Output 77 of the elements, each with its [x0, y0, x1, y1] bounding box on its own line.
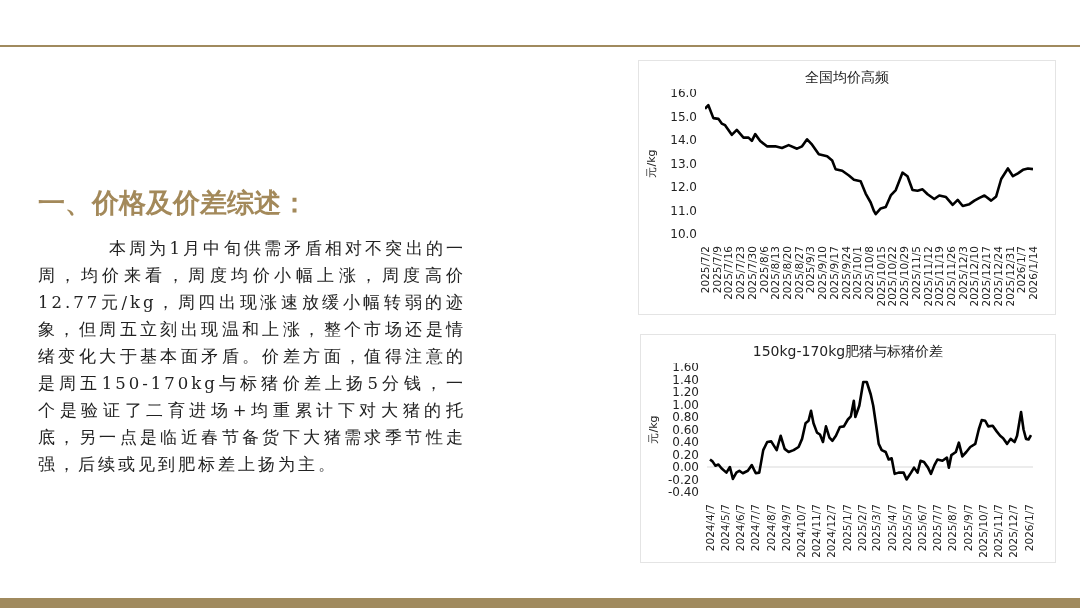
x-tick-label: 2025/4/7 [885, 504, 898, 552]
line-series [705, 103, 1033, 216]
x-tick-label: 2025/7/23 [734, 246, 747, 300]
x-tick-label: 2025/10/8 [863, 246, 875, 300]
y-tick-label: 1.20 [672, 385, 699, 400]
x-tick-label: 2024/12/7 [825, 504, 838, 558]
x-tick-label: 2025/7/30 [745, 246, 758, 300]
y-tick-label: 14.0 [670, 133, 697, 148]
y-tick-label: 11.0 [670, 203, 697, 218]
x-tick-label: 2025/7/16 [722, 245, 735, 300]
x-tick-label: 2025/10/1 [851, 246, 864, 300]
y-tick-label: 16.0 [670, 86, 697, 101]
x-tick-label: 2026/1/7 [1015, 246, 1028, 294]
x-tick-label: 2025/7/7 [930, 504, 943, 552]
x-tick-label: 2025/12/31 [1003, 246, 1016, 307]
y-tick-label: 0.00 [672, 460, 699, 475]
text: 本周为1月中旬供需矛盾相对不突出的一周，均价来看，周度均价小幅上涨，周度高价12.77元/kg，周四出现涨速放缓小幅转弱的迹象，但周五立刻出现温和上涨，整个市场还是情绪变化大于基本面矛盾。价差方面，值得注意的是周五150-170kg与标猪价差上扬5分钱，一个是验证了二育进场+均重累计下对大猪的托底，另一点是临近春节备货下大猪需求季节性走强，后续或见到肥标差上扬为主。 [38, 239, 466, 474]
y-tick-label: 1.00 [672, 397, 699, 412]
line-series [708, 380, 1033, 481]
y-tick-label: 0.60 [672, 422, 699, 437]
x-tick-label: 2025/7/9 [710, 246, 723, 294]
y-axis-title: 元/kg [644, 149, 658, 178]
y-tick-label: 10.0 [670, 227, 697, 242]
x-tick-label: 2025/3/7 [870, 504, 883, 552]
x-tick-label: 2025/12/3 [956, 246, 969, 300]
x-tick-label: 2025/11/12 [921, 246, 934, 307]
x-tick-label: 2025/9/7 [961, 504, 974, 552]
x-tick-label: 2025/12/24 [991, 245, 1004, 307]
y-tick-label: 0.80 [672, 410, 699, 425]
x-tick-label: 2025/11/19 [933, 246, 946, 307]
y-tick-label: 15.0 [670, 109, 697, 124]
x-tick-label: 2025/10/7 [976, 504, 989, 558]
x-tick-label: 2025/11/5 [909, 246, 922, 300]
x-tick-label: 2025/8/27 [792, 246, 805, 300]
x-tick-label: 2025/8/20 [781, 246, 793, 300]
x-tick-label: 2025/6/7 [916, 504, 929, 552]
x-tick-label: 2025/9/3 [804, 246, 817, 294]
x-tick-label: 2026/1/7 [1022, 504, 1035, 552]
x-tick-label: 2024/7/7 [749, 504, 762, 552]
x-tick-label: 2025/8/6 [757, 245, 770, 294]
y-tick-label: 12.0 [670, 180, 697, 195]
chart-title: 150kg-170kg肥猪与标猪价差 [752, 343, 944, 359]
x-tick-label: 2025/1/7 [840, 504, 853, 552]
y-tick-label: 0.40 [672, 435, 699, 450]
text: 一、价格及价差综述： [38, 186, 309, 220]
y-axis-title: 元/kg [646, 415, 660, 444]
x-tick-label: 2025/7/2 [699, 246, 711, 294]
x-tick-label: 2024/10/7 [795, 504, 808, 558]
x-tick-label: 2025/10/22 [886, 246, 899, 307]
x-tick-label: 2024/9/7 [780, 504, 793, 552]
x-tick-label: 2024/5/7 [718, 504, 731, 552]
chart-title: 全国均价高频 [805, 69, 889, 85]
x-tick-label: 2026/1/14 [1027, 245, 1039, 300]
y-tick-label: 1.40 [672, 372, 699, 387]
x-tick-label: 2024/4/7 [703, 504, 716, 552]
x-tick-label: 2025/10/15 [874, 246, 887, 307]
y-tick-label: 0.20 [672, 447, 699, 462]
y-tick-label: -0.20 [667, 472, 699, 487]
y-tick-label: -0.40 [667, 485, 699, 500]
x-tick-label: 2025/11/7 [992, 504, 1005, 558]
x-tick-label: 2025/12/10 [968, 246, 981, 307]
x-tick-label: 2024/6/7 [734, 504, 747, 552]
x-tick-label: 2025/11/26 [945, 245, 957, 307]
x-tick-label: 2025/12/7 [1007, 504, 1020, 558]
y-tick-label: 13.0 [670, 156, 697, 171]
x-tick-label: 2024/8/7 [764, 504, 777, 552]
x-tick-label: 2025/8/7 [946, 504, 959, 552]
x-tick-label: 2024/11/7 [810, 504, 823, 558]
x-tick-label: 2025/9/17 [827, 246, 840, 300]
y-tick-label: 1.60 [672, 360, 699, 375]
x-tick-label: 2025/8/13 [769, 246, 782, 300]
x-tick-label: 2025/10/29 [898, 246, 911, 307]
x-tick-label: 2025/5/7 [900, 504, 913, 552]
x-tick-label: 2025/2/7 [856, 504, 869, 552]
x-tick-label: 2025/9/24 [839, 245, 852, 300]
x-tick-label: 2025/9/10 [816, 246, 829, 300]
x-tick-label: 2025/12/17 [980, 246, 993, 307]
